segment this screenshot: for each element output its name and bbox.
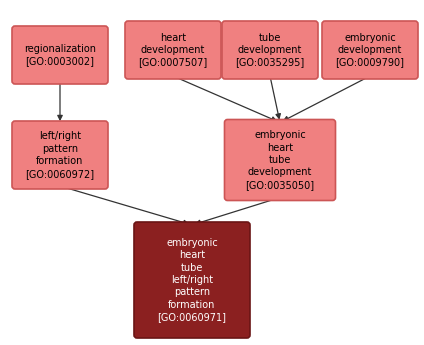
FancyBboxPatch shape bbox=[222, 21, 318, 79]
Text: left/right
pattern
formation
[GO:0060972]: left/right pattern formation [GO:0060972… bbox=[25, 131, 95, 179]
Text: embryonic
development
[GO:0009790]: embryonic development [GO:0009790] bbox=[335, 32, 404, 67]
Text: embryonic
heart
tube
left/right
pattern
formation
[GO:0060971]: embryonic heart tube left/right pattern … bbox=[157, 238, 226, 322]
FancyBboxPatch shape bbox=[134, 222, 250, 338]
Text: heart
development
[GO:0007507]: heart development [GO:0007507] bbox=[138, 32, 208, 67]
FancyBboxPatch shape bbox=[12, 121, 108, 189]
Text: embryonic
heart
tube
development
[GO:0035050]: embryonic heart tube development [GO:003… bbox=[245, 130, 315, 190]
FancyBboxPatch shape bbox=[224, 119, 335, 200]
Text: tube
development
[GO:0035295]: tube development [GO:0035295] bbox=[235, 32, 304, 67]
Text: regionalization
[GO:0003002]: regionalization [GO:0003002] bbox=[24, 44, 96, 66]
FancyBboxPatch shape bbox=[12, 26, 108, 84]
FancyBboxPatch shape bbox=[125, 21, 221, 79]
FancyBboxPatch shape bbox=[322, 21, 418, 79]
